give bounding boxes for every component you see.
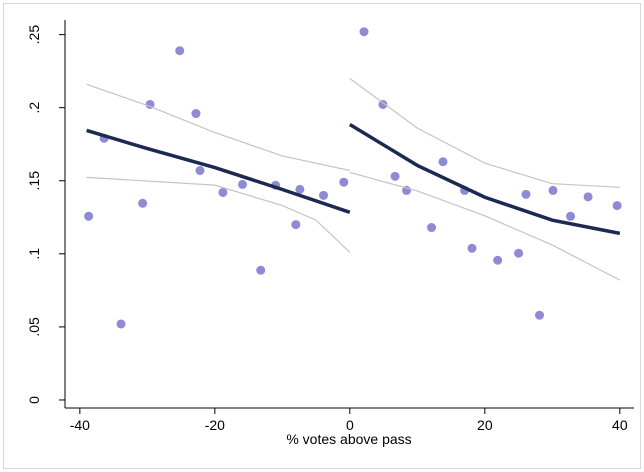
point: [467, 243, 477, 253]
y-tick-label: .05: [26, 317, 42, 337]
point: [191, 109, 201, 119]
point: [291, 220, 301, 230]
x-tick-label: -20: [205, 417, 225, 433]
point: [339, 177, 349, 187]
point: [378, 99, 388, 109]
point: [116, 319, 126, 329]
point: [295, 184, 305, 194]
point: [493, 255, 503, 265]
point: [514, 248, 524, 258]
fit-line: [348, 122, 621, 236]
point: [521, 189, 531, 199]
point: [390, 171, 400, 181]
point: [256, 265, 266, 275]
x-tick-label: 0: [346, 417, 354, 433]
y-tick-label: .2: [26, 102, 42, 114]
point: [583, 192, 593, 202]
y-tick-label: .1: [26, 248, 42, 260]
point: [438, 157, 448, 167]
point: [612, 201, 622, 211]
x-tick-label: 20: [477, 417, 493, 433]
fit-line: [86, 176, 351, 253]
y-tick-label: 0: [26, 396, 42, 404]
point: [195, 166, 205, 176]
y-tick-label: .25: [26, 25, 42, 45]
fit-line: [349, 77, 620, 188]
frame: [3, 3, 641, 469]
point: [238, 179, 248, 189]
x-tick-label: 40: [612, 417, 628, 433]
point: [84, 211, 94, 221]
point: [359, 27, 369, 37]
point: [218, 187, 228, 197]
point: [535, 310, 545, 320]
y-tick-label: .15: [26, 171, 42, 191]
point: [427, 223, 437, 233]
point: [566, 211, 576, 221]
fit-line: [86, 83, 350, 172]
point: [319, 190, 329, 200]
point: [145, 99, 155, 109]
fit-line: [86, 128, 351, 214]
point: [138, 198, 148, 208]
x-axis-label: % votes above pass: [286, 431, 411, 447]
point: [548, 185, 558, 195]
point: [175, 46, 185, 56]
x-tick-label: -40: [70, 417, 90, 433]
fit-line: [349, 171, 621, 281]
